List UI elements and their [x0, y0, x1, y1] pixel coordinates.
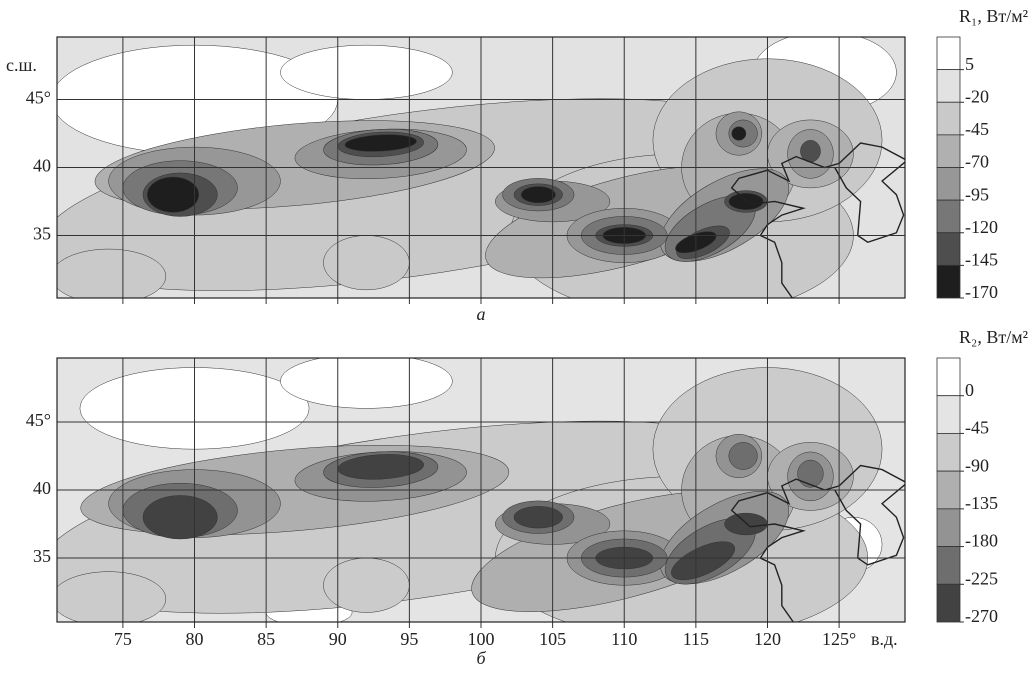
colorbar-box: [936, 508, 961, 547]
colorbar-tick-label: -145: [965, 250, 998, 270]
map-area: [57, 358, 905, 622]
colorbar-tick-label: -20: [965, 86, 989, 106]
colorbar-box: [936, 546, 961, 585]
colorbar-box: [936, 69, 961, 103]
contour-region: [731, 126, 747, 141]
contour-region: [323, 557, 410, 613]
contour-region: [57, 248, 167, 298]
colorbar-box: [936, 583, 961, 623]
contour-region: [520, 186, 556, 204]
coastline: [834, 484, 905, 566]
map-frame: [56, 357, 906, 623]
contour-region: [344, 134, 417, 152]
colorbar-tick-label: -225: [965, 568, 998, 588]
colorbar-tick-label: -120: [965, 217, 998, 237]
colorbar-box: [936, 232, 961, 266]
colorbar-tick-label: -95: [965, 184, 989, 204]
colorbar-box: [936, 470, 961, 510]
colorbar-tick-label: 0: [965, 380, 974, 400]
map-frame: [56, 36, 906, 299]
colorbar-box: [936, 199, 961, 234]
x-tick-label: 90: [329, 629, 347, 649]
contour-region: [728, 442, 758, 470]
colorbar-box: [936, 134, 961, 168]
colorbar-box: [936, 264, 961, 299]
contour-region: [323, 235, 410, 291]
x-tick-label: 125°: [822, 629, 856, 649]
panel-label: б: [476, 648, 486, 668]
colorbar-tick-label: -70: [965, 152, 989, 172]
x-tick-label: 105: [539, 629, 566, 649]
map-area: [57, 37, 905, 298]
contour-region: [728, 193, 764, 210]
panel-label: а: [477, 304, 486, 324]
colorbar-box: [936, 395, 961, 434]
colorbar-tick-label: -170: [965, 282, 998, 302]
colorbar-box: [936, 36, 961, 71]
y-tick-label: 45°: [26, 410, 51, 430]
lat-label: с.ш.: [6, 55, 37, 75]
colorbar-box: [936, 433, 961, 472]
x-tick-label: 80: [186, 629, 204, 649]
colorbar-tick-label: -270: [965, 606, 998, 626]
contour-region: [57, 571, 167, 622]
coastline: [834, 161, 905, 244]
y-tick-label: 45°: [26, 88, 51, 108]
colorbar-box: [936, 101, 961, 136]
contour-region: [513, 506, 563, 529]
contour-region: [797, 459, 824, 488]
x-tick-label: 85: [257, 629, 275, 649]
x-tick-label: 115: [683, 629, 709, 649]
colorbar-box: [936, 357, 961, 397]
y-tick-label: 35: [33, 224, 51, 244]
lon-label: в.д.: [871, 629, 898, 649]
x-tick-label: 110: [611, 629, 637, 649]
colorbar-tick-label: -180: [965, 531, 998, 551]
colorbar-tick-label: -45: [965, 418, 989, 438]
x-tick-label: 95: [400, 629, 418, 649]
colorbar-tick-label: -90: [965, 455, 989, 475]
colorbar-box: [936, 167, 961, 201]
colorbar-title: R₁, Вт/м²: [959, 6, 1028, 26]
colorbar-title: R₂, Вт/м²: [959, 327, 1028, 347]
contour-region: [280, 358, 453, 409]
x-tick-label: 75: [114, 629, 132, 649]
colorbar-tick-label: 5: [965, 54, 974, 74]
contour-region: [724, 512, 768, 536]
contour-region: [671, 541, 735, 581]
colorbar-tick-label: -45: [965, 119, 989, 139]
y-tick-label: 40: [33, 478, 51, 498]
y-tick-label: 40: [33, 156, 51, 176]
contour-region: [142, 495, 218, 540]
contour-region: [146, 176, 200, 213]
y-tick-label: 35: [33, 546, 51, 566]
x-tick-label: 100: [468, 629, 495, 649]
colorbar-tick-label: -135: [965, 493, 998, 513]
contour-region: [280, 44, 453, 100]
x-tick-label: 120: [754, 629, 781, 649]
